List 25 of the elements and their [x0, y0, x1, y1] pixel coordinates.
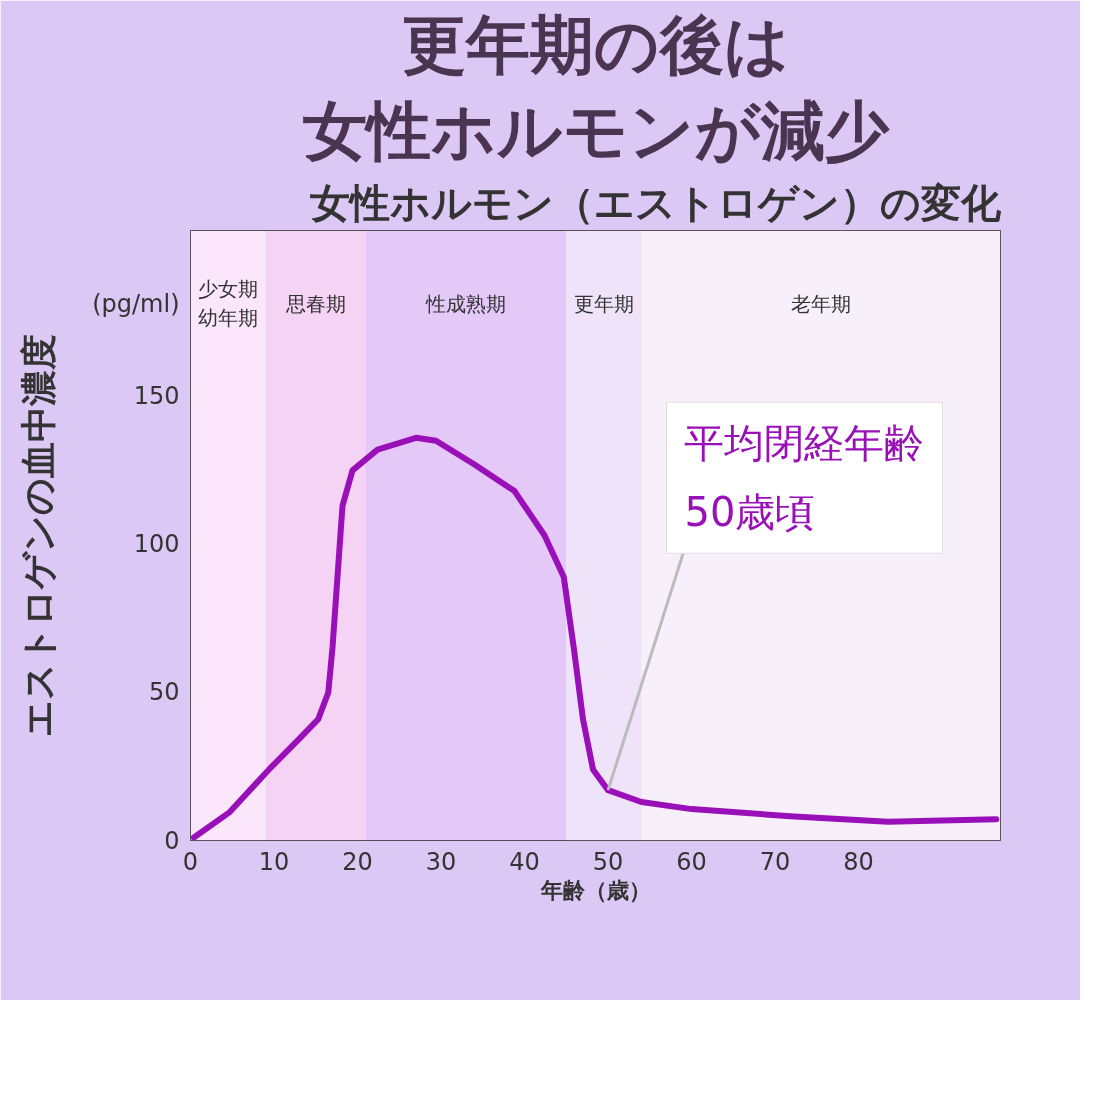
x-tick-label: 60	[676, 847, 707, 876]
band-label: 少女期幼年期	[198, 277, 259, 331]
y-tick-label: 50	[148, 678, 180, 707]
x-tick-label: 40	[509, 847, 540, 876]
y-tick-label: 150	[133, 382, 180, 411]
x-tick-label: 10	[258, 847, 290, 876]
x-tick-label: 80	[843, 847, 874, 876]
text: (pg/ml)	[92, 289, 180, 318]
x-axis-title: 年齢（歳）	[539, 877, 651, 903]
band-label: 更年期	[573, 291, 634, 316]
x-tick-label: 20	[342, 847, 373, 876]
band-label: 老年期	[790, 291, 851, 316]
text: 女性ホルモンが減少	[302, 93, 890, 168]
annotation: 平均閉経年齢 50歳頃	[684, 420, 925, 536]
x-tick-label: 70	[759, 847, 791, 876]
band-label: 思春期	[284, 291, 346, 316]
y-axis-title: エストロゲンの血中濃度	[18, 334, 60, 737]
x-tick-label: 50	[592, 847, 624, 876]
y-tick-label: 100	[133, 530, 180, 559]
band-label: 性成熟期	[425, 291, 507, 316]
x-tick-label: 30	[425, 847, 457, 876]
y-tick-label: 0	[164, 826, 180, 855]
chart-subtitle: 女性ホルモン（エストロゲン）の変化	[309, 179, 1002, 226]
x-tick-label: 0	[182, 847, 199, 876]
chart-title: 更年期の後は	[401, 7, 790, 82]
